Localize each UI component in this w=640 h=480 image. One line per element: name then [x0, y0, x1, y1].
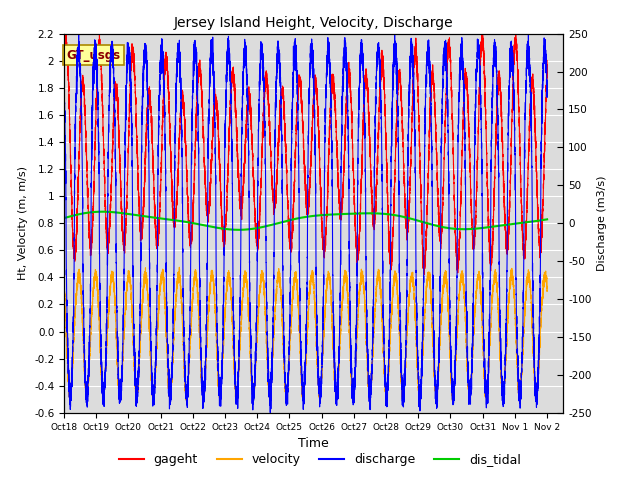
discharge: [296, 321, 304, 326]
dis_tidal: [235, 227, 243, 233]
dis_tidal: [155, 215, 163, 221]
Y-axis label: Ht, Velocity (m, m/s): Ht, Velocity (m, m/s): [19, 166, 28, 280]
dis_tidal: [518, 220, 525, 226]
dis_tidal: [99, 209, 106, 215]
Y-axis label: Discharge (m3/s): Discharge (m3/s): [597, 176, 607, 271]
dis_tidal: [543, 216, 551, 222]
Legend: gageht, velocity, discharge, dis_tidal: gageht, velocity, discharge, dis_tidal: [114, 448, 526, 471]
velocity: [89, 292, 97, 298]
dis_tidal: [80, 210, 88, 216]
dis_tidal: [60, 215, 68, 221]
gageht: [518, 210, 525, 216]
discharge: [391, 31, 399, 36]
gageht: [296, 84, 304, 90]
velocity: [60, 284, 68, 289]
gageht: [89, 217, 97, 223]
discharge: [266, 410, 274, 416]
velocity: [543, 288, 551, 293]
Line: discharge: discharge: [64, 34, 547, 413]
Line: velocity: velocity: [64, 267, 547, 402]
discharge: [518, 367, 525, 372]
gageht: [62, 40, 70, 46]
discharge: [89, 83, 97, 89]
discharge: [60, 79, 68, 85]
discharge: [155, 125, 163, 131]
gageht: [80, 82, 88, 88]
discharge: [80, 340, 88, 346]
gageht: [420, 272, 428, 277]
Line: gageht: gageht: [64, 29, 547, 275]
X-axis label: Time: Time: [298, 437, 329, 450]
Text: GT_usgs: GT_usgs: [67, 49, 120, 62]
gageht: [60, 57, 68, 62]
Line: dis_tidal: dis_tidal: [64, 212, 547, 230]
velocity: [175, 264, 183, 270]
gageht: [155, 229, 163, 235]
velocity: [80, 359, 88, 365]
discharge: [543, 81, 551, 87]
Title: Jersey Island Height, Velocity, Discharge: Jersey Island Height, Velocity, Discharg…: [174, 16, 453, 30]
gageht: [543, 58, 551, 63]
velocity: [155, 309, 163, 314]
velocity: [296, 350, 304, 356]
dis_tidal: [89, 209, 97, 215]
dis_tidal: [62, 215, 70, 220]
velocity: [62, 328, 70, 334]
discharge: [62, 248, 70, 254]
velocity: [518, 372, 525, 378]
velocity: [532, 399, 540, 405]
dis_tidal: [296, 215, 304, 221]
gageht: [512, 26, 520, 32]
